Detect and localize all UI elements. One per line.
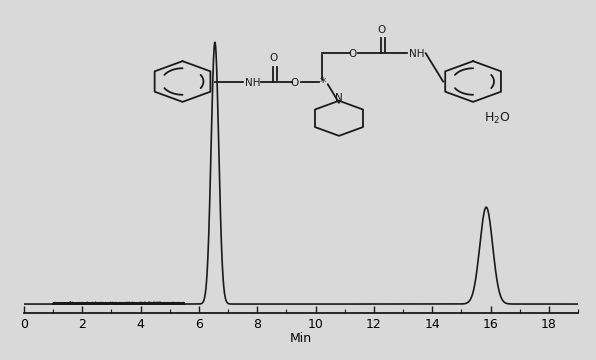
Text: O: O [348,49,356,59]
Text: O: O [290,78,299,88]
Text: NH: NH [409,49,425,59]
Text: NH: NH [245,78,260,88]
X-axis label: Min: Min [290,332,312,346]
Text: O: O [269,53,277,63]
Text: *: * [319,76,325,89]
Text: O: O [377,25,386,35]
Text: H$_2$O: H$_2$O [485,111,511,126]
Text: N: N [335,93,343,103]
